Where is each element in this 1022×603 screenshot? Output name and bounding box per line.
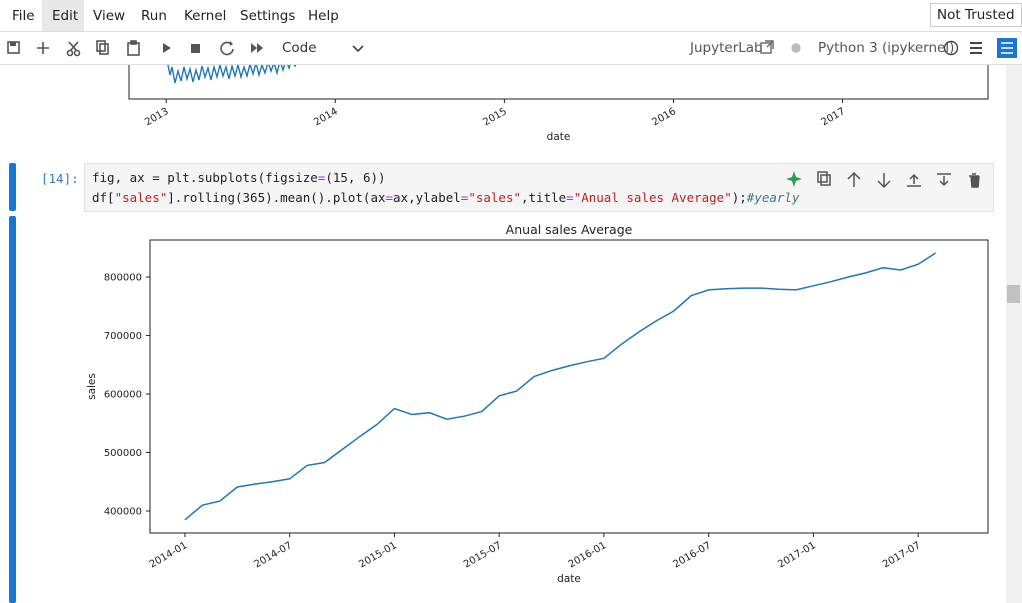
x-tick-label: 2016-07 [671,540,713,570]
menu-highlight [42,0,84,31]
x-tick-label: 2015-07 [462,540,504,570]
open-in-jupyterlab[interactable]: JupyterLab [690,40,763,56]
cell-toolbar[interactable] [781,168,981,192]
code-token: = [385,190,394,205]
code-token: df[ [92,190,115,205]
menu-item[interactable]: Help [308,8,339,24]
notebook-toolbar: Code JupyterLab Python 3 (ipykernel) [0,32,1022,65]
code-token: "sales" [468,190,521,205]
menu-item[interactable]: Run [141,8,167,24]
axes-frame [149,239,989,534]
toolbar-right-icons [760,38,1017,58]
menu-bar: File Edit View Run Kernel Settings Help … [0,0,1022,32]
code-token: "Anual sales Average" [573,190,732,205]
scrollbar[interactable] [1006,65,1022,603]
x-tick-label: 2015 [481,106,509,128]
data-line [184,252,937,521]
x-tick-label: 2013 [143,106,171,128]
code-token: = [566,190,574,205]
x-tick-label: 2017-07 [881,540,923,570]
x-axis-label: date [547,131,571,143]
code-line: fig, ax = plt.subplots(figsize=(15, 6)) [92,170,386,185]
kernel-name[interactable]: Python 3 (ipykernel) [818,40,955,56]
x-tick-label: 2016-01 [567,540,609,570]
code-token: ,title [521,190,567,205]
output-active-bar [9,216,16,603]
menu-item[interactable]: Kernel [184,8,227,24]
y-tick-label: 700000 [104,331,142,342]
code-token: = [460,190,469,205]
cell-active-bar [9,163,16,211]
scrollbar-thumb[interactable] [1007,285,1020,303]
code-token: "sales" [114,190,168,205]
x-tick-label: 2014-01 [148,540,190,570]
cell-type-select[interactable]: Code [282,40,317,56]
menu-item[interactable]: Settings [240,8,296,24]
code-token: ax,ylabel [393,190,461,205]
y-tick-label: 500000 [104,448,142,459]
y-axis-label: sales [86,373,98,400]
y-tick-label: 400000 [104,507,142,518]
code-token: fig, ax = plt.subplots(figsize [92,170,318,185]
dropdown-arrow [352,45,364,53]
x-tick-label: 2014-07 [252,540,294,570]
trust-button[interactable]: Not Trusted [930,3,1022,27]
code-token: ].rolling(365).mean().plot(ax [167,190,386,205]
y-tick-label: 600000 [104,390,142,401]
code-line: df["sales"].rolling(365).mean().plot(ax=… [92,190,799,205]
code-cell[interactable]: fig, ax = plt.subplots(figsize=(15, 6)) … [84,163,994,212]
x-tick-label: 2015-01 [357,540,399,570]
toolbar-icons[interactable] [0,32,280,64]
code-token: = [317,170,326,185]
code-token: ); [731,190,747,205]
x-tick-label: 2017-01 [776,540,818,570]
menu-item[interactable]: File [12,8,35,24]
code-token: ) [378,170,386,185]
code-token: (15, 6) [325,170,378,185]
y-tick-label: 800000 [104,273,142,284]
x-tick-label: 2016 [650,106,678,128]
chart-title: Anual sales Average [506,222,633,237]
menu-item[interactable]: View [93,8,126,24]
cell-prompt: [14]: [41,171,79,186]
x-tick-label: 2014 [312,106,340,128]
code-token: #yearly [746,190,800,205]
plots: 2013 2014 2015 2016 2017 date Anual sales Aver… [86,65,989,585]
menu-item[interactable]: Edit [52,8,79,24]
x-tick-label: 2017 [820,106,848,128]
x-axis-label: date [557,573,581,585]
